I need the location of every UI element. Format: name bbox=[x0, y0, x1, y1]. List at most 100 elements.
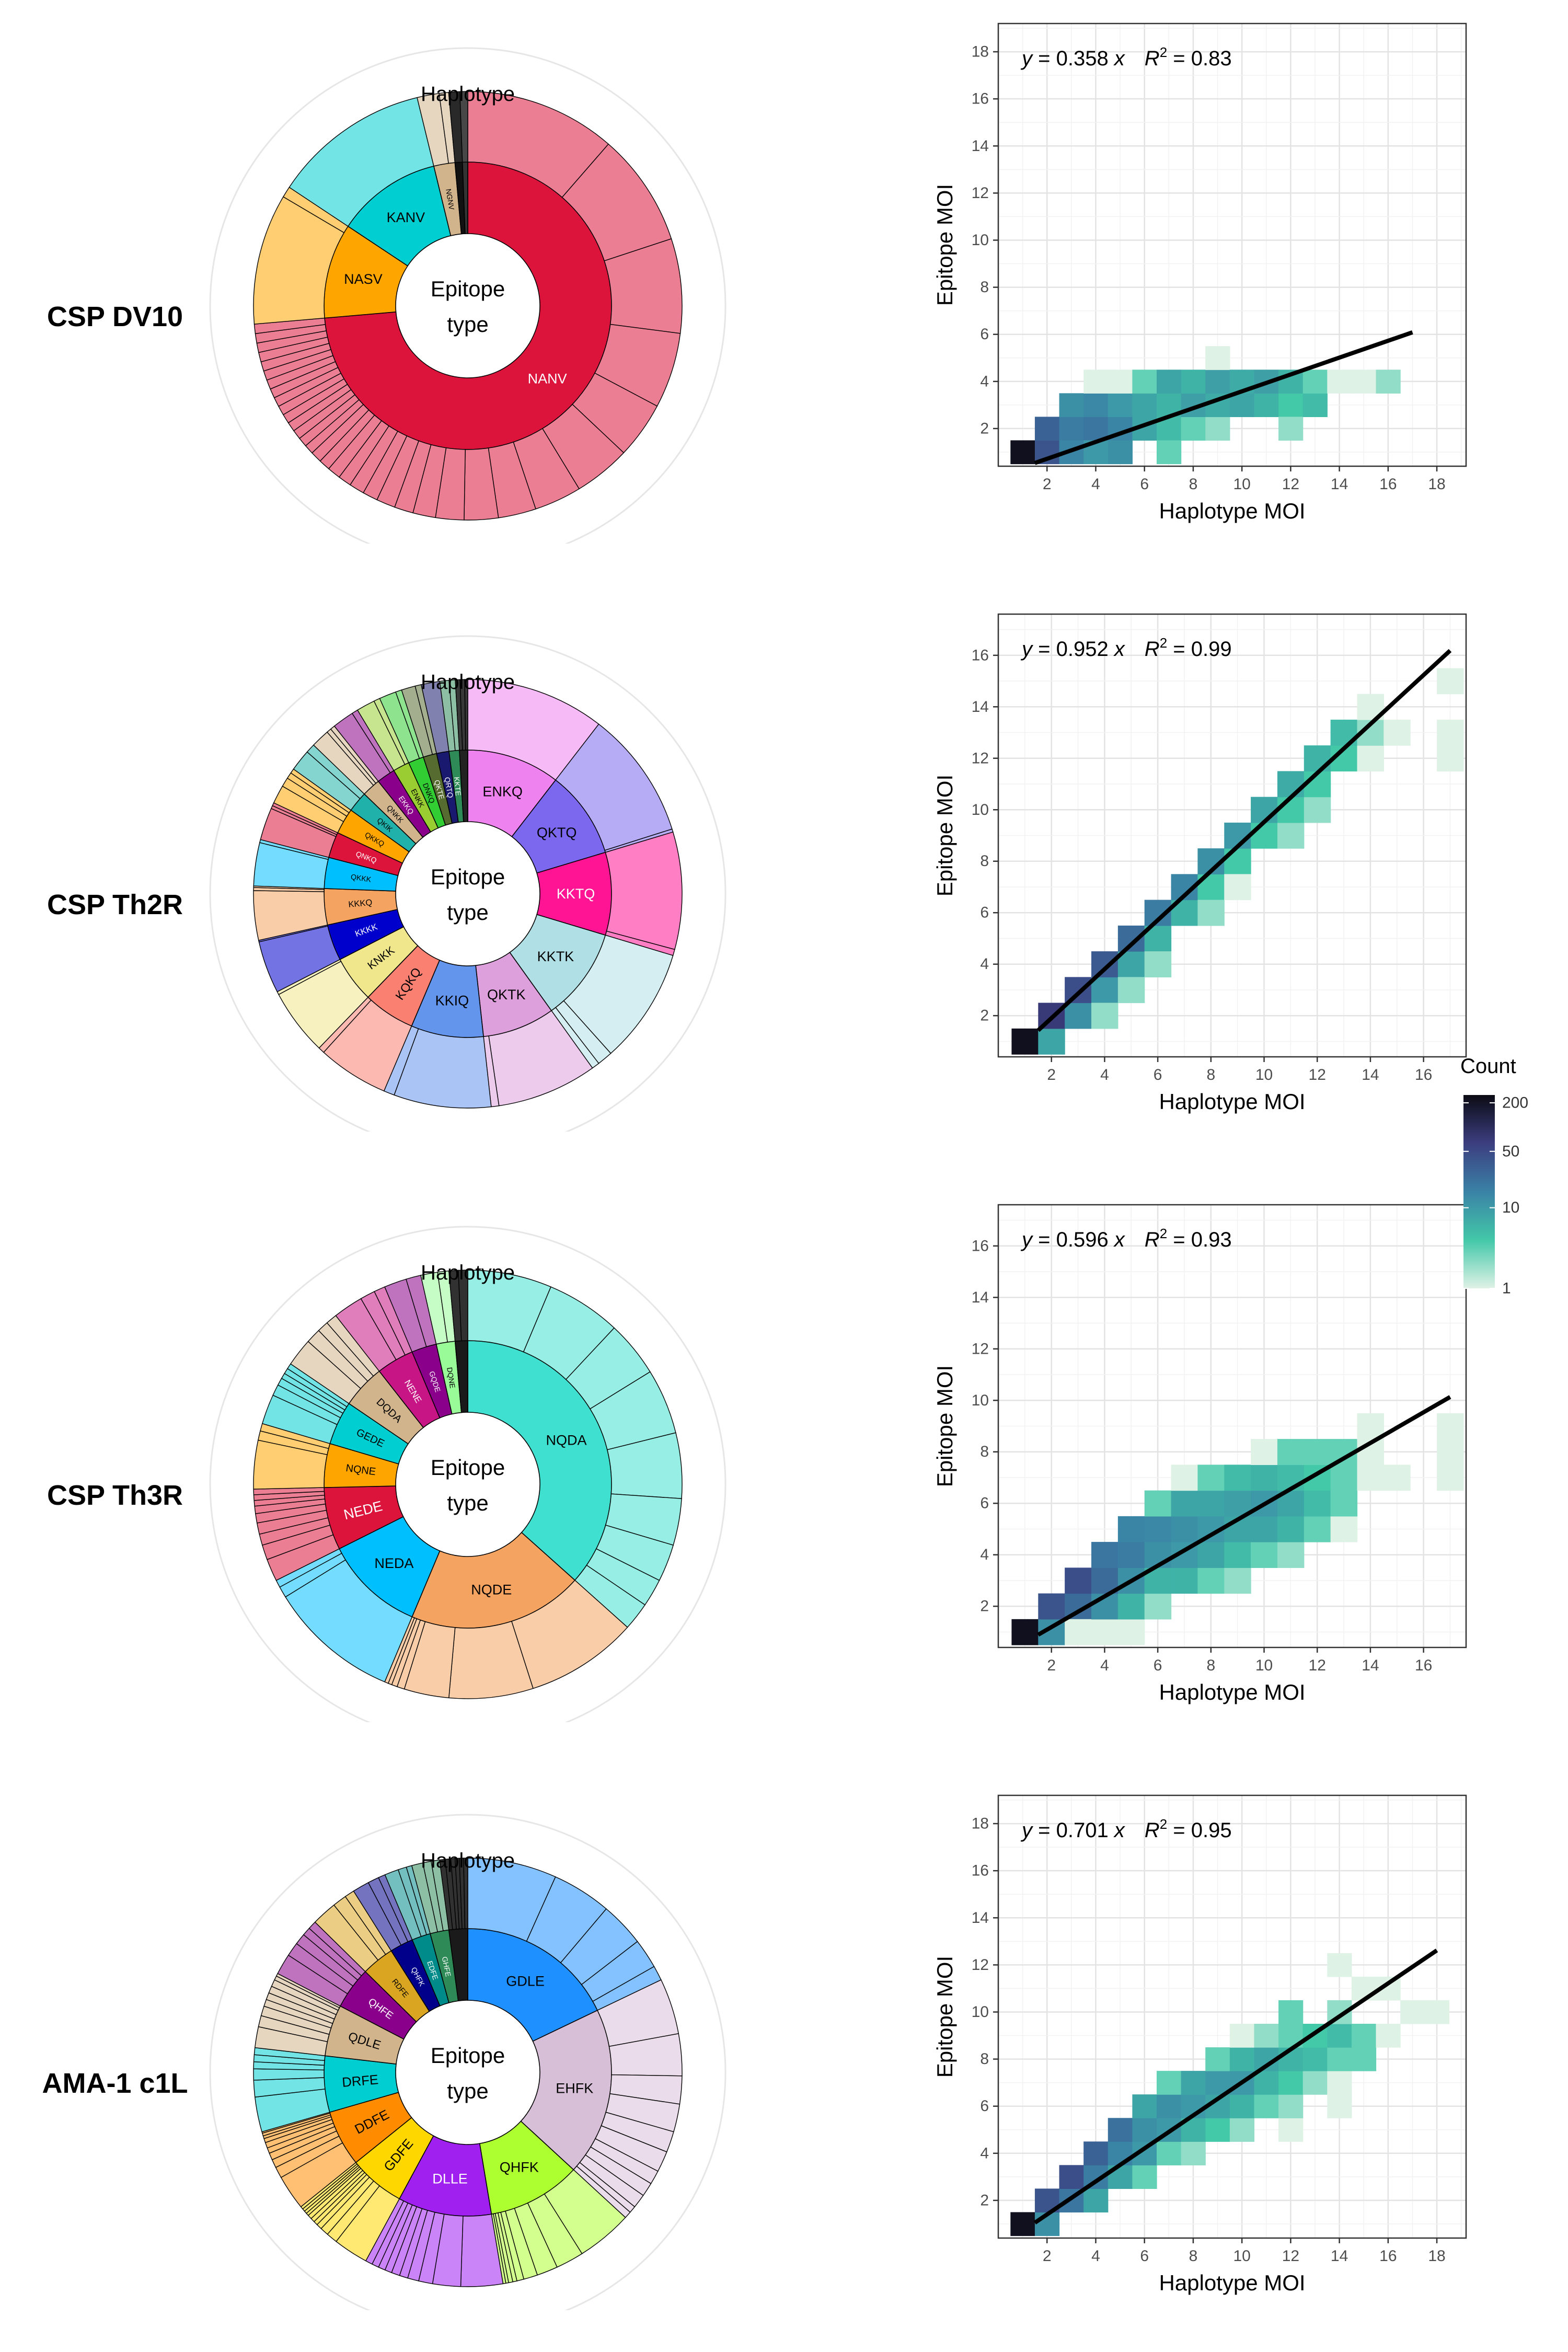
inner-label-csp-dv10-1: NASV bbox=[344, 271, 383, 287]
heat-cell-csp-th3r-55 bbox=[1357, 1413, 1384, 1439]
xtick-csp-dv10-2: 2 bbox=[1043, 476, 1052, 493]
outer-segment-csp-th3r-10-1 bbox=[458, 1270, 468, 1341]
legend-title: Count bbox=[1460, 1055, 1516, 1078]
heat-cell-ama1-c1l-47 bbox=[1327, 2047, 1352, 2071]
heat-cell-ama1-c1l-41 bbox=[1278, 2000, 1304, 2024]
heat-cell-csp-th3r-23 bbox=[1171, 1490, 1198, 1517]
heat-cell-ama1-c1l-45 bbox=[1327, 2094, 1352, 2118]
outer-label-csp-th3r: Haplotype bbox=[421, 1261, 515, 1284]
heat-cell-csp-th3r-15 bbox=[1144, 1593, 1172, 1620]
ytick-csp-th3r-16: 16 bbox=[972, 1237, 989, 1254]
heat-cell-csp-dv10-7 bbox=[1083, 393, 1109, 417]
heat-cell-csp-th2r-8 bbox=[1117, 977, 1145, 1004]
inner-label-ama1-c1l-12: GHFE bbox=[441, 1956, 453, 1977]
xtick-csp-dv10-14: 14 bbox=[1331, 476, 1348, 493]
heat-cell-csp-th3r-0 bbox=[1011, 1619, 1039, 1645]
heat-cell-csp-th3r-6 bbox=[1091, 1619, 1119, 1645]
outer-ring-outline bbox=[209, 635, 727, 1132]
heat-cell-csp-th3r-46 bbox=[1304, 1490, 1331, 1517]
heat-cell-csp-th3r-43 bbox=[1277, 1465, 1305, 1491]
outer-ring-outline bbox=[209, 1226, 727, 1722]
fit-line-csp-th2r bbox=[1036, 649, 1452, 1032]
ytick-ama1-c1l-10: 10 bbox=[972, 2003, 989, 2021]
inner-label-csp-th2r-0: ENKQ bbox=[482, 784, 523, 800]
heat-cell-csp-th3r-2 bbox=[1038, 1593, 1065, 1620]
heat-cell-csp-dv10-13 bbox=[1108, 370, 1133, 394]
inner-label-csp-th3r-1: NQDE bbox=[471, 1582, 512, 1597]
heat-cell-csp-dv10-4 bbox=[1059, 393, 1084, 417]
heat-cell-csp-th3r-29 bbox=[1197, 1465, 1225, 1491]
heat-cell-csp-th2r-12 bbox=[1144, 951, 1172, 977]
heat-cell-ama1-c1l-42 bbox=[1302, 2071, 1328, 2095]
heat-cell-ama1-c1l-19 bbox=[1181, 2141, 1206, 2165]
heat-cell-csp-th2r-35 bbox=[1383, 719, 1411, 746]
heat-cell-csp-th2r-37 bbox=[1437, 745, 1464, 771]
heat-cell-csp-th3r-14 bbox=[1117, 1516, 1145, 1542]
ytick-csp-th3r-10: 10 bbox=[972, 1392, 989, 1409]
heat-cell-csp-dv10-19 bbox=[1156, 370, 1182, 394]
ytick-ama1-c1l-8: 8 bbox=[980, 2050, 989, 2068]
ytick-ama1-c1l-2: 2 bbox=[980, 2192, 989, 2209]
heat-cell-ama1-c1l-11 bbox=[1132, 2165, 1157, 2189]
heat-cell-csp-th3r-50 bbox=[1330, 1490, 1358, 1517]
heat-cell-csp-dv10-6 bbox=[1083, 417, 1109, 441]
ytick-csp-dv10-4: 4 bbox=[980, 373, 989, 390]
heat-cell-ama1-c1l-15 bbox=[1156, 2141, 1182, 2165]
inner-label-csp-dv10-0: NANV bbox=[528, 371, 567, 387]
inner-label-csp-dv10-2: KANV bbox=[387, 210, 425, 225]
xtick-csp-th3r-8: 8 bbox=[1206, 1657, 1215, 1674]
heat-cell-csp-dv10-11 bbox=[1108, 440, 1133, 465]
row-label-csp-th2r: CSP Th2R bbox=[47, 889, 183, 920]
heat-cell-csp-th3r-39 bbox=[1251, 1439, 1278, 1465]
heat-cell-ama1-c1l-57 bbox=[1327, 1953, 1352, 1977]
heat-cell-csp-th2r-4 bbox=[1065, 977, 1092, 1004]
ytick-ama1-c1l-14: 14 bbox=[972, 1909, 989, 1927]
ytick-csp-th2r-2: 2 bbox=[980, 1007, 989, 1024]
heat-cell-ama1-c1l-14 bbox=[1132, 2094, 1157, 2118]
heat-cell-csp-th3r-5 bbox=[1065, 1619, 1092, 1645]
legend-tick-200: 200 bbox=[1502, 1094, 1528, 1111]
heat-cell-csp-th3r-24 bbox=[1171, 1465, 1198, 1491]
heat-cell-csp-dv10-28 bbox=[1229, 393, 1255, 417]
xlabel-csp-dv10: Haplotype MOI bbox=[1159, 499, 1305, 523]
sunburst-ama1-c1l: GDLEEHFKQHFKDLLEGDFEDDFEDRFEQDLEQHFERDFE… bbox=[209, 1814, 727, 2310]
heat-cell-csp-th3r-30 bbox=[1224, 1567, 1251, 1594]
xtick-csp-dv10-16: 16 bbox=[1379, 476, 1397, 493]
xlabel-csp-th3r: Haplotype MOI bbox=[1159, 1680, 1305, 1704]
heat-cell-ama1-c1l-35 bbox=[1254, 2024, 1279, 2048]
heat-cell-csp-th3r-19 bbox=[1144, 1490, 1172, 1517]
xtick-csp-th3r-16: 16 bbox=[1415, 1657, 1432, 1674]
inner-label-csp-th2r-2: KKTQ bbox=[557, 886, 595, 902]
heat-cell-csp-th3r-34 bbox=[1224, 1465, 1251, 1491]
outer-label-ama1-c1l: Haplotype bbox=[421, 1849, 515, 1872]
inner-label-csp-th3r-2: NEDA bbox=[374, 1555, 413, 1571]
xtick-csp-dv10-10: 10 bbox=[1233, 476, 1250, 493]
ytick-csp-th2r-14: 14 bbox=[972, 698, 989, 716]
heat-cell-csp-th3r-59 bbox=[1437, 1413, 1464, 1439]
heat-cell-csp-dv10-39 bbox=[1376, 370, 1401, 394]
heat-cell-csp-dv10-12 bbox=[1083, 370, 1109, 394]
fit-equation-csp-dv10: y = 0.358 x R2 = 0.83 bbox=[1020, 44, 1232, 70]
heat-cell-csp-dv10-30 bbox=[1254, 393, 1279, 417]
heat-cell-csp-dv10-20 bbox=[1156, 440, 1182, 465]
heat-cell-csp-th3r-25 bbox=[1197, 1567, 1225, 1594]
xlabel-csp-th2r: Haplotype MOI bbox=[1159, 1089, 1305, 1114]
xtick-csp-th2r-10: 10 bbox=[1255, 1066, 1273, 1083]
heat-cell-ama1-c1l-7 bbox=[1083, 2141, 1109, 2165]
heat-cell-ama1-c1l-36 bbox=[1278, 2118, 1304, 2142]
heat-cell-csp-th2r-7 bbox=[1117, 951, 1145, 977]
ytick-csp-th2r-16: 16 bbox=[972, 647, 989, 664]
heat-cell-csp-dv10-16 bbox=[1132, 370, 1157, 394]
center-label-line2-csp-dv10: type bbox=[447, 312, 488, 337]
fit-equation-csp-th3r: y = 0.596 x R2 = 0.93 bbox=[1020, 1226, 1232, 1251]
row-label-csp-dv10: CSP DV10 bbox=[47, 301, 183, 332]
fit-line-ama1-c1l bbox=[1033, 1949, 1438, 2224]
heat-cell-csp-th3r-53 bbox=[1357, 1465, 1384, 1491]
heatmap-ama1-c1l: 2 4 6 8 10 12 14 16 18 2 4 6 8 10 12 14 16 18 Haplotype MO… bbox=[932, 1794, 1467, 2295]
fit-equation-ama1-c1l: y = 0.701 x R2 = 0.95 bbox=[1020, 1816, 1232, 1842]
heat-cell-ama1-c1l-32 bbox=[1254, 2094, 1279, 2118]
xtick-csp-th3r-12: 12 bbox=[1309, 1657, 1326, 1674]
ylabel-csp-dv10: Epitope MOI bbox=[932, 184, 957, 306]
legend-tick-10: 10 bbox=[1502, 1199, 1519, 1216]
heat-cell-csp-th2r-36 bbox=[1437, 719, 1464, 746]
